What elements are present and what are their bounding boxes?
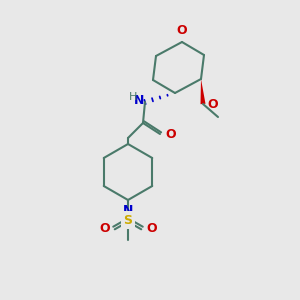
Text: S: S xyxy=(124,214,133,226)
Text: O: O xyxy=(165,128,175,140)
Polygon shape xyxy=(200,79,206,104)
Text: O: O xyxy=(177,24,187,37)
Text: O: O xyxy=(99,221,110,235)
Text: H: H xyxy=(129,92,137,102)
Text: O: O xyxy=(146,221,157,235)
Text: N: N xyxy=(123,204,133,217)
Text: O: O xyxy=(207,98,217,112)
Text: N: N xyxy=(134,94,144,107)
